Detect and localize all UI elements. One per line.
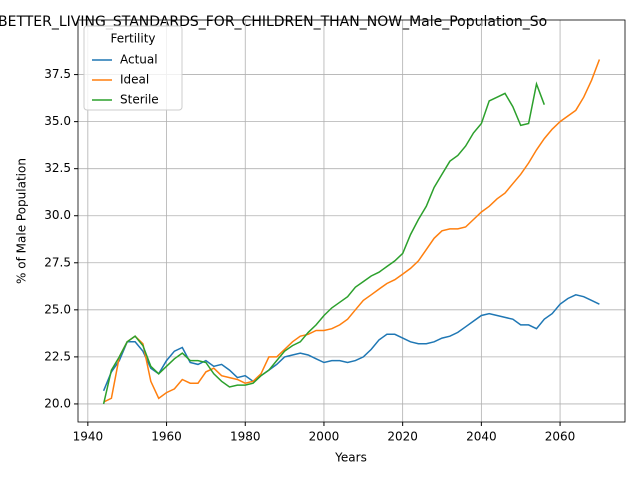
y-tick-label: 35.0 [44, 114, 71, 128]
y-tick-label: 25.0 [44, 302, 71, 316]
chart-title: BETTER_LIVING_STANDARDS_FOR_CHILDREN_THA… [0, 14, 547, 30]
y-tick-label: 30.0 [44, 208, 71, 222]
legend-box [83, 25, 183, 111]
x-tick-label: 2000 [309, 430, 340, 444]
x-tick-label: 1980 [230, 430, 261, 444]
x-axis-label: Years [334, 451, 367, 465]
y-tick-label: 27.5 [44, 255, 71, 269]
y-tick-label: 20.0 [44, 396, 71, 410]
x-tick-label: 1960 [151, 430, 182, 444]
legend-title: Fertility [110, 32, 155, 46]
legend-label: Ideal [120, 73, 149, 87]
y-tick-label: 37.5 [44, 67, 71, 81]
series-line [102, 81, 546, 405]
y-axis-label: % of Male Population [15, 158, 29, 284]
series-line [102, 294, 600, 392]
legend-label: Actual [120, 53, 158, 67]
y-tick-label: 22.5 [44, 349, 71, 363]
y-tick-label: 32.5 [44, 161, 71, 175]
legend-label: Sterile [120, 93, 159, 107]
x-tick-label: 2020 [387, 430, 418, 444]
plot-frame [77, 19, 626, 423]
x-tick-label: 2060 [545, 430, 576, 444]
series-line [103, 59, 601, 403]
x-tick-label: 1940 [73, 430, 104, 444]
x-tick-label: 2040 [466, 430, 497, 444]
